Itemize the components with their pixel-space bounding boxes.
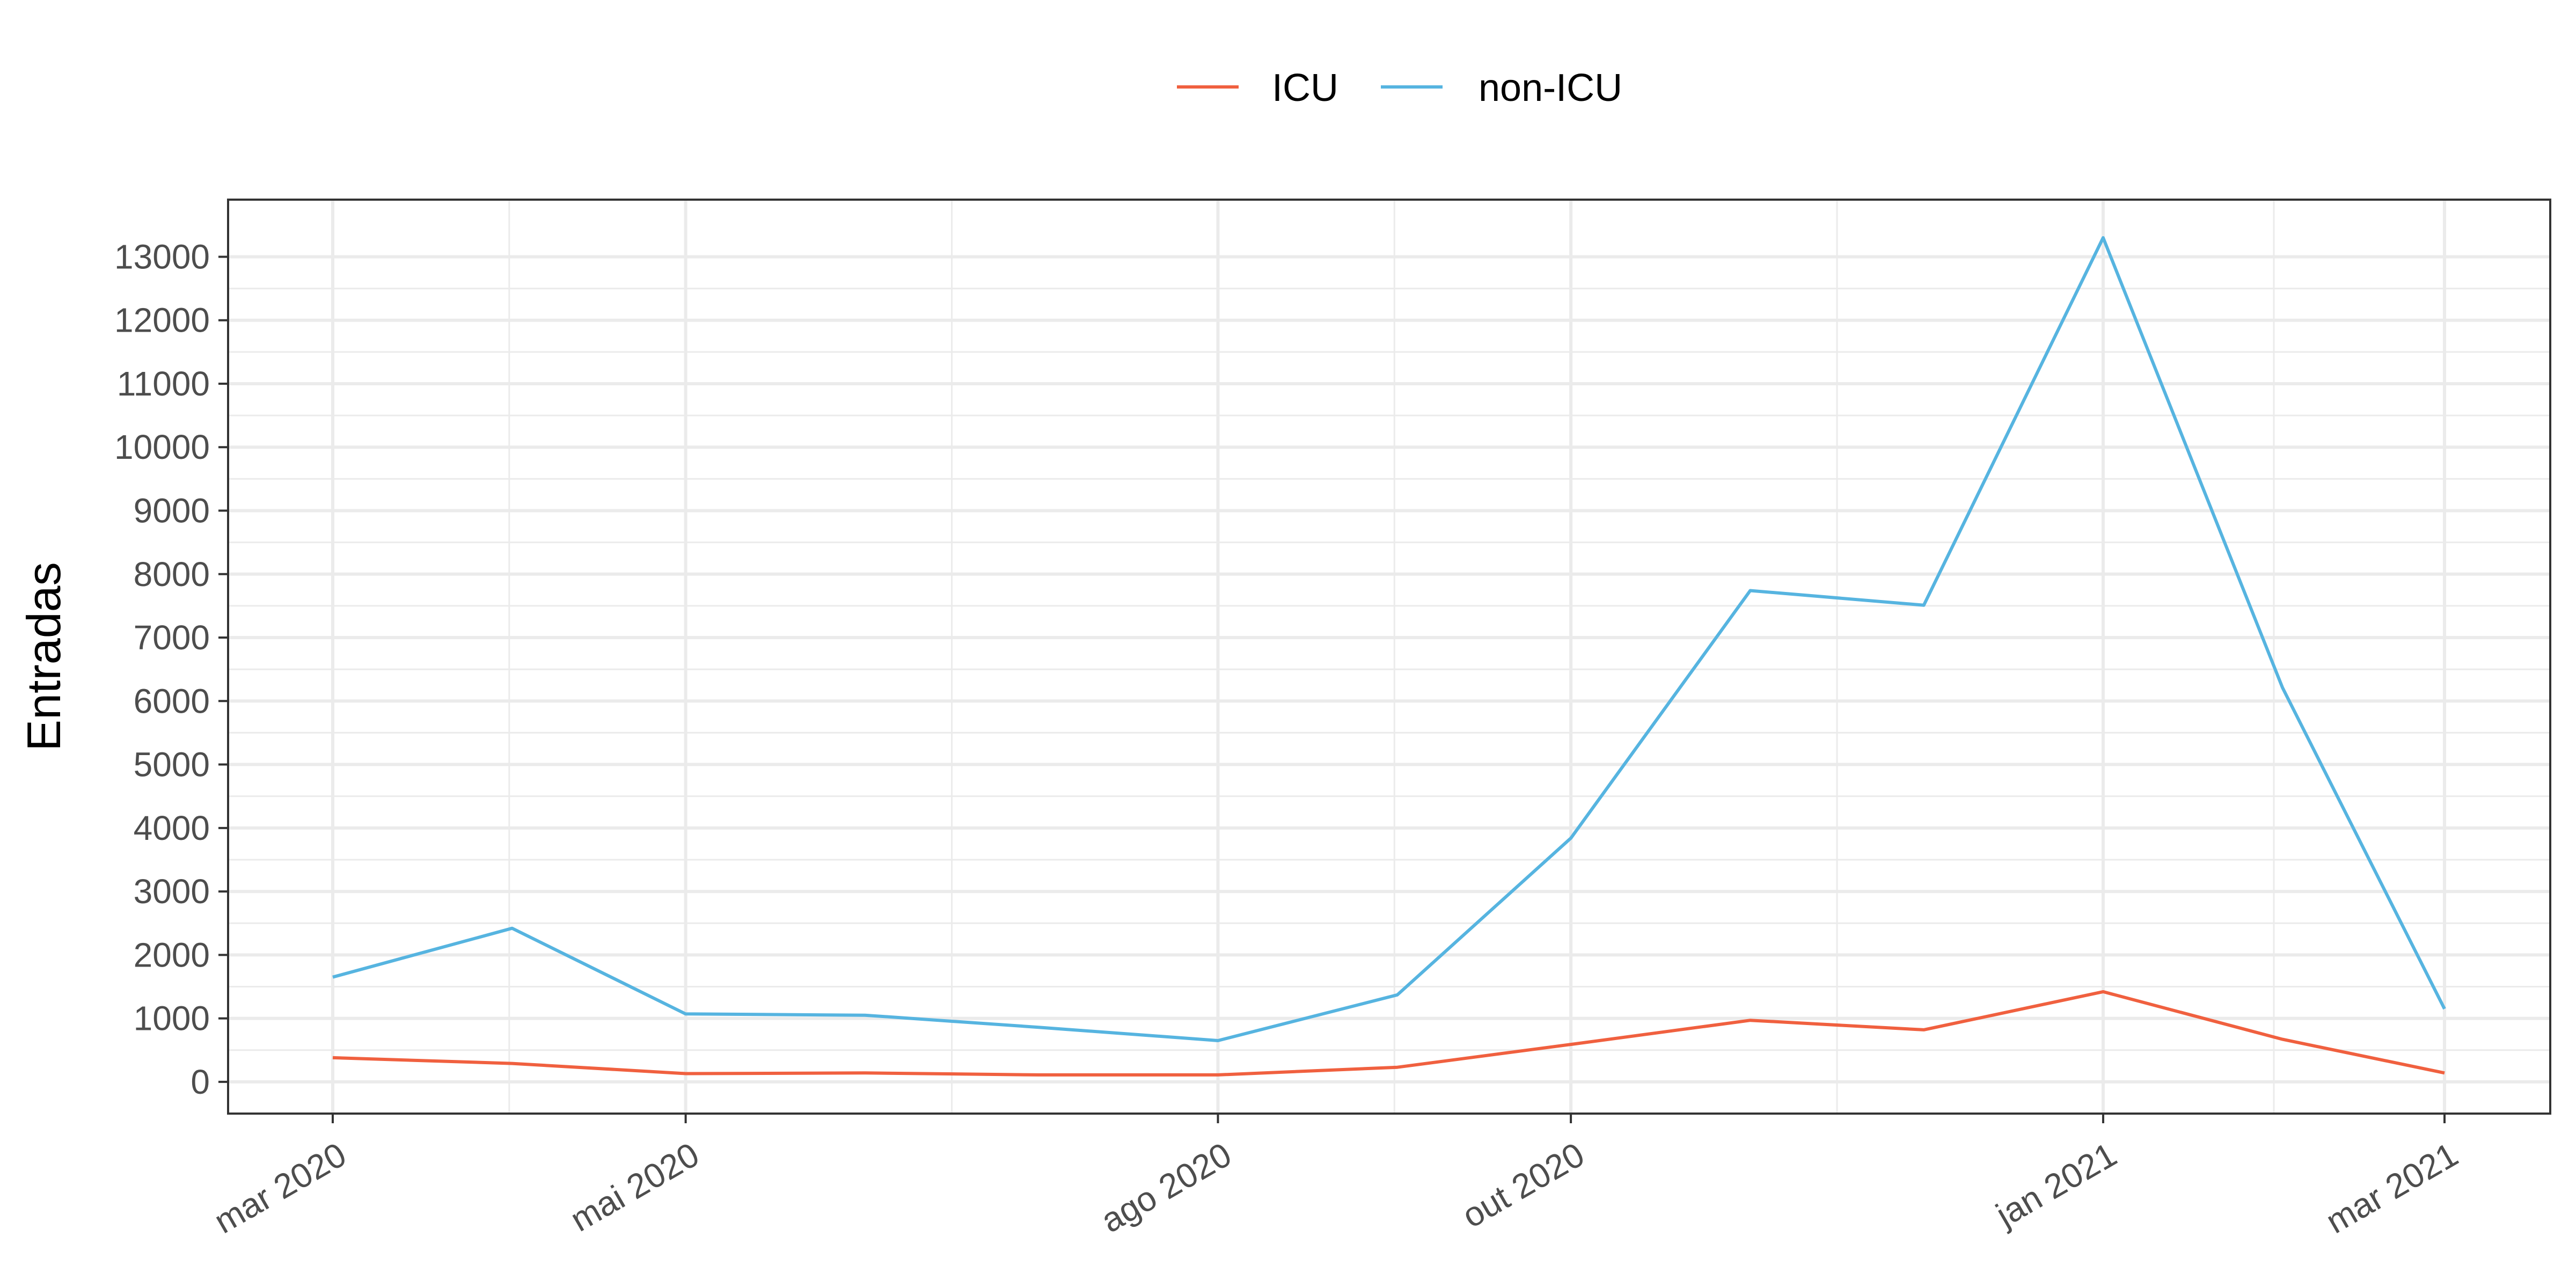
y-tick-label: 10000 <box>114 428 210 466</box>
legend-label-non-icu: non-ICU <box>1479 67 1622 109</box>
y-tick-label: 4000 <box>134 809 210 847</box>
y-tick-label: 0 <box>191 1063 210 1101</box>
series-line-icu <box>332 990 2445 1077</box>
y-tick-label: 1000 <box>134 999 210 1038</box>
y-tick-label: 12000 <box>114 301 210 340</box>
y-tick-label: 7000 <box>134 618 210 657</box>
major-gridlines <box>228 200 2550 1114</box>
series-layer <box>332 236 2446 1077</box>
plot-panel-border <box>227 199 2551 1115</box>
y-tick-label: 2000 <box>134 935 210 974</box>
y-tick-label: 8000 <box>134 555 210 594</box>
y-tick-label: 5000 <box>134 745 210 784</box>
y-tick-label: 9000 <box>134 491 210 530</box>
series-line-non-icu <box>332 236 2446 1042</box>
legend: ICU non-ICU <box>1177 67 1622 109</box>
legend-label-icu: ICU <box>1272 67 1338 109</box>
y-tick-label: 11000 <box>117 364 210 403</box>
y-tick-label: 6000 <box>134 682 210 720</box>
y-tick-label: 13000 <box>114 237 210 276</box>
minor-gridlines <box>228 200 2550 1114</box>
y-axis-title: Entradas <box>17 562 70 751</box>
y-axis: 0 1000 2000 3000 4000 5000 6000 7000 8000 9000 100… <box>114 237 228 1101</box>
y-tick-label: 3000 <box>134 872 210 911</box>
